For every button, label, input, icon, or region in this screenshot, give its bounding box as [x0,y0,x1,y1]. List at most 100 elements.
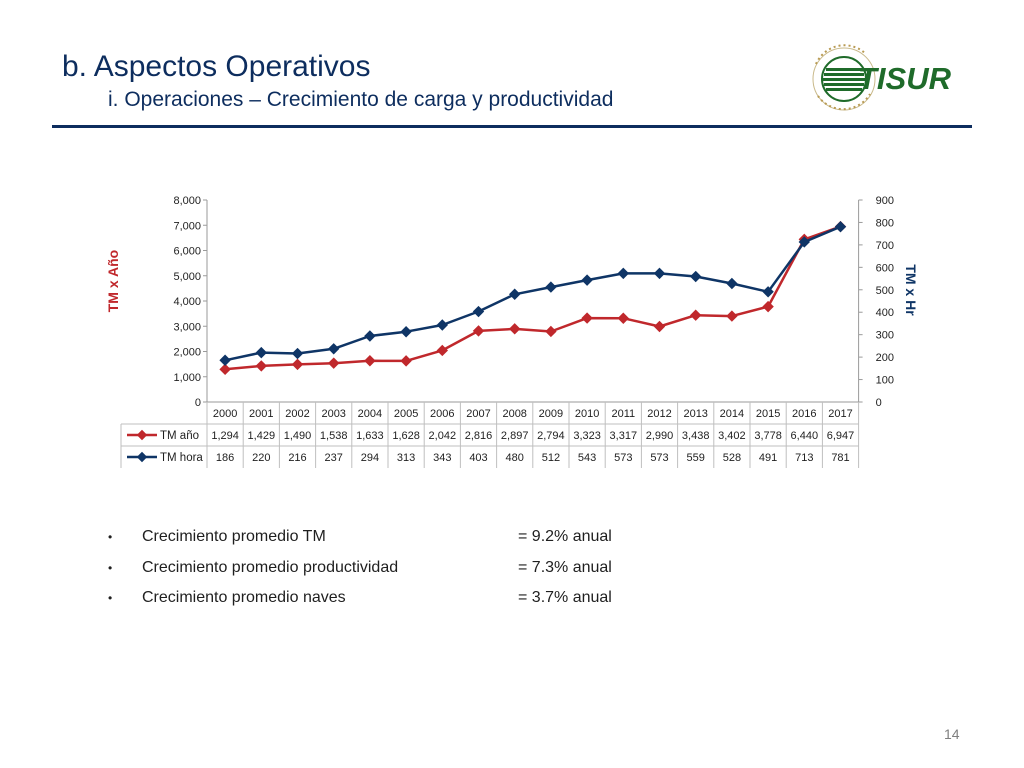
data-point [291,358,304,371]
table-value: 573 [650,452,668,464]
x-category-label: 2001 [249,408,273,420]
data-point [508,323,521,335]
x-category-label: 2014 [720,408,744,420]
y-tick-label-right: 0 [876,397,882,409]
data-point [472,305,485,318]
data-point [364,355,376,367]
table-value: 2,816 [465,430,493,442]
y-tick-label-right: 900 [876,195,894,207]
table-value: 2,794 [537,430,565,442]
data-point [327,357,340,369]
table-value: 559 [687,452,705,464]
x-category-label: 2012 [647,408,671,420]
data-point [798,236,811,248]
data-point [689,270,702,283]
data-point [762,300,774,313]
y-tick-label-left: 8,000 [173,195,201,207]
bullet-text: Crecimiento promedio TM [142,528,326,545]
x-category-label: 2002 [285,408,309,420]
table-value: 186 [216,452,234,464]
table-value: 1,538 [320,430,348,442]
series-line [224,225,841,371]
table-value: 403 [469,452,487,464]
data-point [219,363,231,376]
table-value: 1,628 [392,430,420,442]
table-value: 480 [506,452,524,464]
y-tick-label-right: 700 [876,240,894,252]
x-category-label: 2006 [430,408,454,420]
table-value: 1,294 [211,430,239,442]
series-line [224,225,841,362]
y-tick-label-left: 3,000 [173,321,201,333]
data-point [834,221,847,233]
y-tick-label-left: 0 [195,397,201,409]
table-value: 3,317 [610,430,638,442]
data-point [653,267,666,280]
x-category-label: 2010 [575,408,599,420]
legend-marker [136,451,148,463]
legend-label: TM hora [160,452,203,464]
legend-label: TM año [160,430,199,442]
bullet-text: Crecimiento promedio naves [142,589,346,606]
table-value: 781 [831,452,849,464]
table-value: 3,438 [682,430,710,442]
table-value: 713 [795,452,813,464]
y-tick-label-right: 800 [876,217,894,229]
legend-marker [136,429,148,441]
x-category-label: 2007 [466,408,490,420]
tisur-logo: TISUR [808,44,973,114]
bullet-symbol: • [108,591,113,605]
table-value: 491 [759,452,777,464]
table-value: 512 [542,452,560,464]
table-value: 3,778 [754,430,782,442]
slide-title: b. Aspectos Operativos [62,50,371,83]
slide-subtitle: i. Operaciones – Crecimiento de carga y … [108,88,614,111]
table-value: 1,633 [356,430,384,442]
bullet-text: Crecimiento promedio productividad [142,558,399,576]
table-value: 573 [614,452,632,464]
table-value: 1,429 [248,430,276,442]
data-point [400,355,412,367]
data-point [545,281,557,293]
data-point [219,354,231,366]
table-value: 543 [578,452,596,464]
y-tick-label-left: 7,000 [173,220,201,232]
table-value: 216 [288,452,306,464]
title-divider [52,125,972,128]
table-value: 2,990 [646,430,674,442]
table-value: 1,490 [284,430,312,442]
y-tick-label-right: 600 [876,262,894,274]
table-value: 3,323 [573,430,601,442]
y-tick-label-right: 100 [876,375,894,387]
x-category-label: 2005 [394,408,418,420]
x-category-label: 2000 [213,408,237,420]
table-value: 2,897 [501,430,529,442]
table-value: 528 [723,452,741,464]
y-tick-label-right: 200 [876,352,894,364]
data-point [726,310,738,322]
data-point [400,326,412,338]
x-category-label: 2016 [792,408,816,420]
tisur-logo-icon: TISUR [812,44,952,111]
x-category-label: 2013 [683,408,707,420]
data-point [255,346,268,359]
table-value: 313 [397,452,415,464]
data-point [545,325,557,338]
y-tick-label-right: 300 [876,330,894,342]
y-tick-label-right: 400 [876,307,894,319]
x-category-label: 2017 [828,408,852,420]
data-point [327,343,340,355]
x-category-label: 2008 [502,408,526,420]
data-point [472,325,485,337]
y-tick-label-left: 1,000 [173,372,201,384]
data-point [436,344,449,357]
table-value: 220 [252,452,270,464]
data-point [255,360,268,372]
table-value: 2,042 [429,430,457,442]
data-point [762,286,774,298]
data-point [726,277,738,290]
y-axis-title-right: TM x Hr [903,264,919,316]
data-point [291,347,304,360]
y-tick-label-left: 2,000 [173,347,201,359]
table-value: 237 [325,452,343,464]
